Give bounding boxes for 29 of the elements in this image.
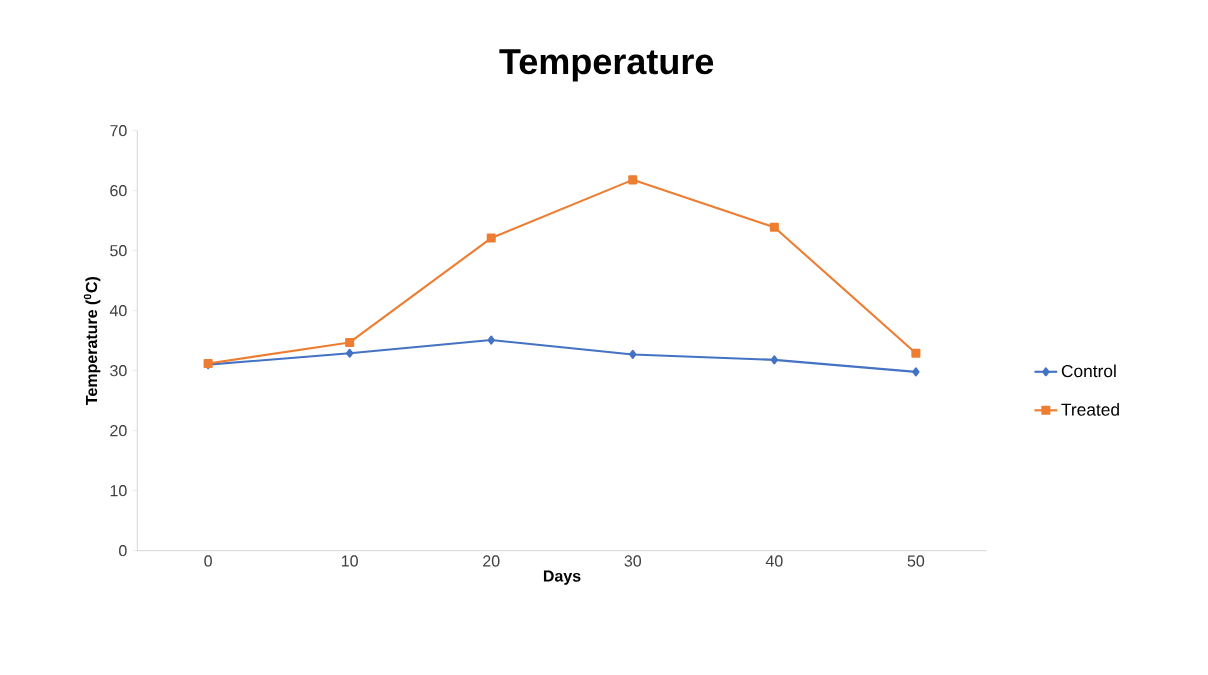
- y-tick-label: 40: [109, 305, 127, 317]
- point: [629, 350, 637, 360]
- x-tick-label: 40: [765, 555, 783, 567]
- y-tick-label: 50: [110, 245, 127, 257]
- point: [911, 348, 921, 358]
- x-tick-label: 10: [341, 555, 358, 567]
- chart-title: Temperature: [499, 49, 714, 82]
- legend-label: Treated: [1061, 403, 1119, 416]
- legend-label: Control: [1061, 364, 1116, 378]
- point: [770, 355, 778, 365]
- y-tick-label: 30: [110, 365, 127, 377]
- y-tick-label: 10: [110, 485, 127, 497]
- y-tick-label: 60: [110, 185, 127, 197]
- y-tick-label: 20: [110, 425, 127, 437]
- x-tick-label: 30: [624, 555, 642, 567]
- point: [628, 175, 638, 185]
- x-tick-label: 20: [483, 555, 500, 567]
- x-axis-title: Days: [543, 570, 581, 586]
- x-tick-label: 50: [907, 555, 925, 567]
- point: [912, 367, 920, 377]
- y-axis-title: Temperature ($^{0}$C): [83, 277, 101, 406]
- point: [486, 233, 496, 243]
- point: [346, 348, 354, 358]
- point: [487, 335, 495, 345]
- y-tick-label: 0: [119, 545, 127, 557]
- point: [769, 222, 779, 232]
- y-tick-label: 70: [110, 125, 127, 137]
- x-tick-label: 0: [204, 555, 212, 567]
- point: [345, 338, 355, 348]
